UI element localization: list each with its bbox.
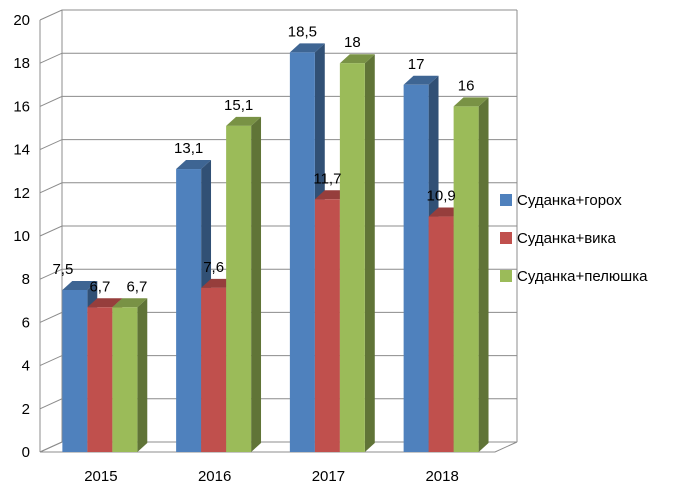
- y-tick-label: 8: [22, 271, 30, 288]
- legend-swatch: [500, 194, 512, 206]
- data-label: 18,5: [288, 23, 317, 40]
- bar-front-face: [176, 169, 202, 453]
- bar-top-face: [226, 116, 262, 126]
- y-tick-label: 18: [13, 55, 30, 72]
- legend-label: Суданка+горох: [517, 192, 622, 209]
- bar-2018-series-2: [453, 97, 489, 453]
- bar-top-face: [403, 75, 439, 85]
- y-tick-label: 20: [13, 12, 30, 29]
- gridline: [39, 52, 517, 64]
- x-tick-label: 2015: [84, 468, 117, 485]
- data-label: 18: [344, 34, 361, 51]
- legend-swatch: [500, 270, 512, 282]
- bar-top-face: [176, 160, 212, 170]
- bar-front-face: [87, 307, 113, 452]
- y-tick-label: 10: [13, 228, 30, 245]
- legend-item: Суданка+вика: [500, 230, 616, 247]
- data-label: 15,1: [224, 97, 253, 114]
- data-label: 10,9: [427, 188, 456, 205]
- gridline: [39, 9, 517, 21]
- y-tick-label: 16: [13, 98, 30, 115]
- x-axis: 2015 2016 2017 2018: [84, 468, 459, 485]
- legend-item: Суданка+горох: [500, 192, 622, 209]
- bar-2017-series-2: [339, 54, 375, 452]
- legend-label: Суданка+вика: [517, 230, 616, 247]
- data-label: 6,7: [89, 278, 110, 295]
- data-label: 17: [408, 56, 425, 73]
- bar-front-face: [201, 287, 227, 452]
- legend: Суданка+горох Суданка+вика Суданка+пелюшка: [500, 192, 648, 285]
- bar-top-face: [289, 43, 325, 53]
- bar-front-face: [314, 199, 340, 452]
- bar-top-face: [453, 97, 489, 107]
- y-tick-label: 12: [13, 185, 30, 202]
- bar-front-face: [112, 307, 138, 452]
- y-tick-label: 2: [22, 401, 30, 418]
- bar-front-face: [403, 84, 429, 453]
- legend-item: Суданка+пелюшка: [500, 268, 648, 285]
- x-tick-label: 2017: [312, 468, 345, 485]
- data-label: 7,5: [52, 261, 73, 278]
- gridline: [39, 95, 517, 107]
- bar-top-face: [339, 54, 375, 64]
- y-tick-label: 0: [22, 444, 30, 461]
- data-labels: 7,5 6,7 6,7 13,1 7,6 15,1 18,5 11,7 18 17 10,9 16: [52, 23, 474, 295]
- x-tick-label: 2016: [198, 468, 231, 485]
- bar-side-face: [251, 116, 262, 452]
- bar-top-face: [112, 298, 148, 308]
- bar-2015-series-2: [112, 298, 148, 452]
- bar-front-face: [428, 216, 454, 452]
- bar-top-face: [87, 298, 123, 308]
- data-label: 6,7: [126, 278, 147, 295]
- bar-front-face: [289, 52, 315, 453]
- x-tick-label: 2018: [425, 468, 458, 485]
- bars: [62, 43, 489, 453]
- y-tick-label: 14: [13, 142, 30, 159]
- data-label: 11,7: [313, 170, 341, 187]
- bar-side-face: [137, 298, 148, 452]
- bar-side-face: [478, 97, 489, 453]
- bar-top-face: [62, 281, 98, 290]
- data-label: 13,1: [174, 140, 203, 157]
- bar-side-face: [364, 54, 375, 452]
- legend-label: Суданка+пелюшка: [517, 268, 648, 285]
- y-axis: 0 2 4 6 8 10 12 14 16 18 20: [13, 12, 30, 461]
- data-label: 16: [458, 77, 475, 94]
- bar-front-face: [62, 290, 88, 452]
- legend-swatch: [500, 232, 512, 244]
- y-tick-label: 6: [22, 314, 30, 331]
- bar-front-face: [226, 125, 252, 452]
- bar-front-face: [453, 106, 479, 453]
- data-label: 7,6: [203, 259, 224, 276]
- bar-front-face: [339, 63, 365, 452]
- gridline: [39, 139, 517, 151]
- bar-2016-series-2: [226, 116, 262, 452]
- y-tick-label: 4: [22, 358, 30, 375]
